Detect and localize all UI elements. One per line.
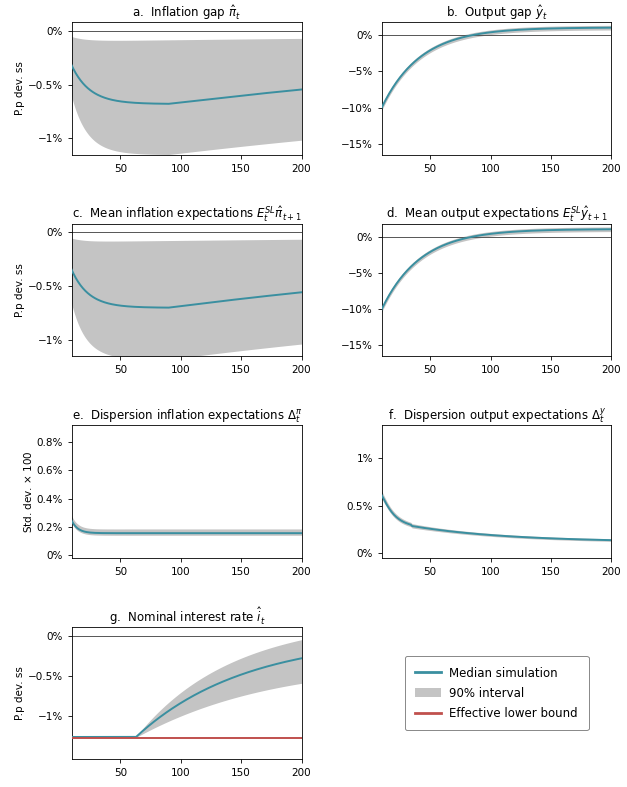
- Title: e.  Dispersion inflation expectations $\Delta_t^{\pi}$: e. Dispersion inflation expectations $\D…: [71, 408, 302, 425]
- Y-axis label: P.p dev. ss: P.p dev. ss: [15, 263, 25, 317]
- Y-axis label: P.p dev. ss: P.p dev. ss: [15, 61, 25, 115]
- Title: a.  Inflation gap $\hat{\pi}_t$: a. Inflation gap $\hat{\pi}_t$: [132, 3, 241, 22]
- Title: f.  Dispersion output expectations $\Delta_t^{y}$: f. Dispersion output expectations $\Delt…: [387, 406, 606, 425]
- Y-axis label: P.p dev. ss: P.p dev. ss: [15, 667, 25, 720]
- Legend: Median simulation, 90% interval, Effective lower bound: Median simulation, 90% interval, Effecti…: [404, 656, 589, 730]
- Title: c.  Mean inflation expectations $E_t^{SL}\hat{\pi}_{t+1}$: c. Mean inflation expectations $E_t^{SL}…: [72, 204, 302, 224]
- Y-axis label: Std. dev. $\times$ 100: Std. dev. $\times$ 100: [22, 450, 34, 533]
- Title: b.  Output gap $\hat{y}_t$: b. Output gap $\hat{y}_t$: [446, 3, 547, 22]
- Title: g.  Nominal interest rate $\hat{i}_t$: g. Nominal interest rate $\hat{i}_t$: [108, 605, 265, 626]
- Title: d.  Mean output expectations $E_t^{SL}\hat{y}_{t+1}$: d. Mean output expectations $E_t^{SL}\ha…: [386, 204, 608, 224]
